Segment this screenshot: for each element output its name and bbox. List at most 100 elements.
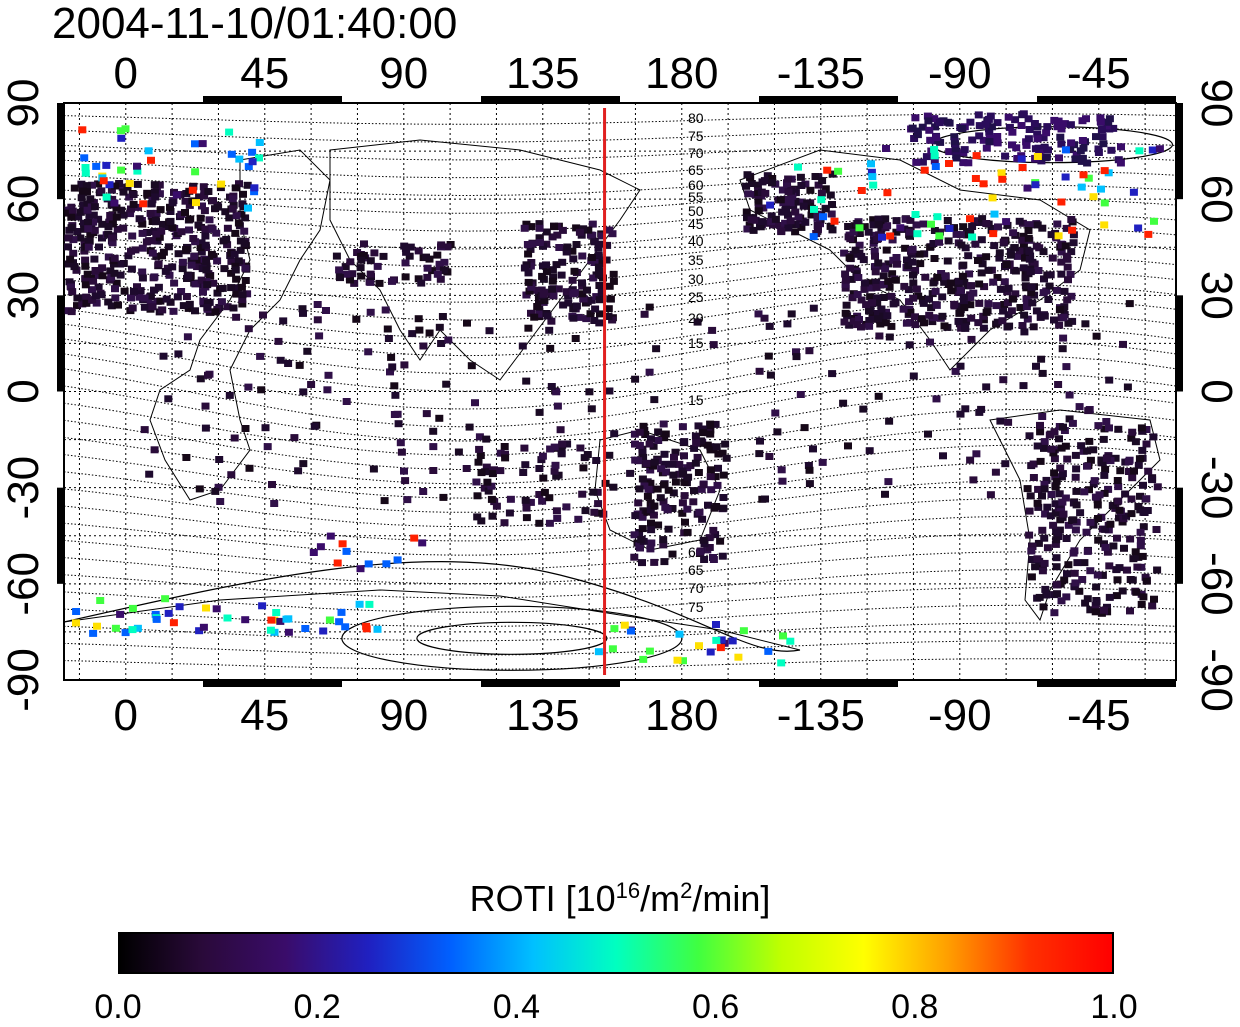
roti-cell — [1032, 307, 1041, 315]
roti-cell — [912, 158, 921, 166]
roti-cell — [533, 303, 542, 310]
roti-cell — [1004, 311, 1013, 319]
roti-cell — [1030, 261, 1039, 269]
roti-cell — [993, 318, 1002, 326]
roti-cell — [697, 485, 706, 493]
roti-cell — [187, 257, 196, 265]
roti-cell — [1099, 435, 1108, 443]
roti-cell — [164, 395, 173, 403]
roti-cell — [238, 300, 247, 308]
roti-cell — [933, 213, 942, 221]
roti-cell — [433, 270, 442, 278]
roti-cell — [1078, 137, 1087, 144]
colorbar-tick-label: 1.0 — [1090, 988, 1138, 1026]
roti-cell — [303, 347, 312, 355]
roti-cell — [883, 189, 892, 197]
roti-cell — [201, 225, 210, 233]
roti-cell — [418, 539, 427, 547]
roti-cell — [918, 158, 927, 166]
roti-cell — [585, 388, 594, 396]
roti-cell — [169, 619, 178, 627]
roti-cell — [558, 258, 567, 266]
roti-cell — [204, 371, 212, 379]
roti-cell — [195, 485, 204, 493]
roti-cell — [521, 496, 530, 504]
roti-cell — [88, 286, 96, 294]
roti-cell — [185, 201, 194, 209]
roti-cell — [114, 301, 122, 309]
roti-cell — [841, 309, 850, 317]
roti-cell — [912, 221, 921, 229]
roti-cell — [668, 460, 677, 468]
roti-cell — [943, 257, 952, 265]
roti-cell — [602, 256, 611, 264]
roti-cell — [583, 451, 592, 458]
roti-cell — [205, 216, 214, 224]
roti-cell — [116, 271, 125, 279]
roti-cell — [1042, 591, 1051, 599]
roti-cell — [811, 173, 820, 180]
roti-cell — [125, 180, 134, 187]
roti-cell — [766, 371, 775, 379]
roti-cell — [135, 293, 144, 301]
roti-cell — [155, 181, 164, 189]
roti-cell — [72, 619, 80, 627]
roti-cell — [1045, 431, 1054, 439]
roti-cell — [974, 219, 983, 226]
roti-cell — [91, 267, 100, 274]
roti-cell — [597, 289, 606, 296]
axis-bar-left — [57, 295, 63, 392]
roti-cell — [526, 245, 535, 253]
roti-cell — [1015, 247, 1024, 255]
roti-cell — [93, 622, 101, 630]
lon-tick-top: -45 — [1067, 49, 1131, 98]
roti-cell — [557, 450, 566, 458]
roti-cell — [606, 295, 615, 303]
roti-cell — [569, 314, 578, 322]
roti-cell — [201, 402, 210, 410]
roti-cell — [906, 216, 915, 224]
roti-cell — [212, 229, 221, 237]
roti-cell — [191, 307, 199, 315]
roti-cell — [678, 499, 687, 507]
roti-cell — [867, 284, 876, 292]
roti-cell — [195, 627, 204, 635]
roti-cell — [1061, 442, 1070, 450]
lat-tick-right: -90 — [1192, 648, 1240, 712]
roti-cell — [545, 326, 554, 334]
roti-cell — [694, 422, 703, 430]
roti-cell — [472, 478, 481, 486]
roti-cell — [846, 264, 855, 272]
roti-cell — [422, 410, 431, 418]
roti-cell — [555, 244, 564, 251]
roti-cell — [1101, 525, 1110, 533]
roti-cell — [693, 453, 702, 461]
roti-cell — [922, 153, 931, 161]
roti-cell — [1045, 282, 1054, 290]
roti-cell — [634, 457, 643, 465]
roti-cell — [591, 305, 600, 313]
roti-cell — [1069, 231, 1078, 239]
roti-cell — [227, 257, 236, 265]
lat-tick-right: -30 — [1192, 456, 1240, 520]
roti-cell — [1144, 467, 1153, 475]
contour-label: 15 — [688, 335, 704, 351]
roti-cell — [1060, 120, 1069, 128]
roti-cell — [1064, 319, 1073, 327]
roti-cell — [1024, 234, 1033, 242]
roti-cell — [997, 169, 1006, 177]
roti-cell — [1047, 491, 1056, 498]
roti-cell — [362, 625, 371, 633]
roti-cell — [1052, 286, 1061, 294]
roti-cell — [592, 457, 601, 464]
roti-cell — [654, 437, 663, 444]
roti-cell — [524, 324, 533, 332]
roti-cell — [930, 145, 939, 153]
roti-cell — [552, 388, 561, 396]
roti-cell — [1100, 425, 1109, 433]
roti-cell — [237, 283, 246, 291]
roti-cell — [335, 618, 344, 626]
roti-cell — [185, 226, 193, 234]
roti-cell — [784, 211, 792, 219]
roti-cell — [482, 463, 491, 471]
